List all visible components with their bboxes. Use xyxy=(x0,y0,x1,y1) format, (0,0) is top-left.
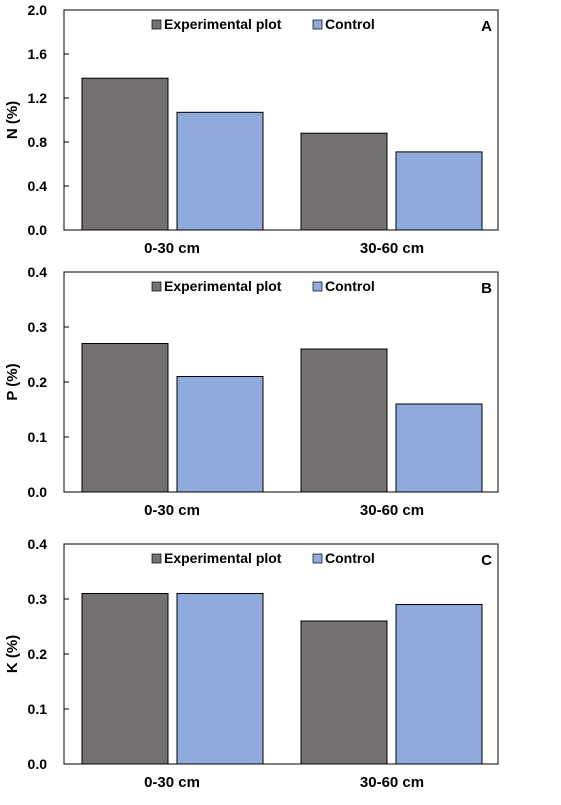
x-tick-label: 0-30 cm xyxy=(144,502,200,519)
bar-control-0 xyxy=(176,376,264,493)
x-tick-label: 30-60 cm xyxy=(360,240,424,257)
bar-control-0 xyxy=(176,593,264,765)
y-tick-label: 0.2 xyxy=(28,646,48,662)
bar-control-1 xyxy=(395,403,483,493)
bar-control-1 xyxy=(395,151,483,231)
legend-label: Experimental plot xyxy=(164,278,282,294)
bar-control-0 xyxy=(176,111,264,231)
legend-label: Control xyxy=(325,278,375,294)
y-tick-label: 0.0 xyxy=(28,222,48,238)
bar-experimental-0 xyxy=(81,77,169,231)
chart-panel-b: 0.0 0.1 0.2 0.3 0.4 0-30 cm 30-60 cm P (%) B Expe… xyxy=(4,264,499,519)
y-axis-label: N (%) xyxy=(4,101,21,139)
y-tick-label: 0.3 xyxy=(28,591,48,607)
bar-control-1 xyxy=(395,604,483,765)
legend-swatch-control xyxy=(312,19,323,30)
bar-experimental-1 xyxy=(300,348,388,493)
plot-frame xyxy=(63,9,499,231)
y-tick-label: 1.6 xyxy=(28,46,48,62)
y-tick-label: 0.4 xyxy=(28,178,48,194)
legend-swatch-experimental xyxy=(151,553,162,564)
y-tick-label: 0.4 xyxy=(28,536,48,552)
bar-experimental-0 xyxy=(81,343,169,493)
y-tick-label: 0.2 xyxy=(28,374,48,390)
chart-panel-c: 0.0 0.1 0.2 0.3 0.4 0-30 cm 30-60 cm K (%) C Expe… xyxy=(4,536,499,791)
y-tick-label: 0.0 xyxy=(28,484,48,500)
legend-swatch-experimental xyxy=(151,19,162,30)
bar-experimental-1 xyxy=(300,620,388,765)
legend-swatch-control xyxy=(312,553,323,564)
legend-label: Control xyxy=(325,550,375,566)
bar-experimental-0 xyxy=(81,593,169,765)
x-tick-label: 30-60 cm xyxy=(360,774,424,791)
bar-experimental-1 xyxy=(300,132,388,231)
panel-label: A xyxy=(481,18,492,35)
y-tick-label: 0.1 xyxy=(28,429,48,445)
y-axis-label: P (%) xyxy=(4,363,21,400)
y-tick-label: 0.8 xyxy=(28,134,48,150)
x-tick-label: 0-30 cm xyxy=(144,240,200,257)
legend-label: Control xyxy=(325,16,375,32)
y-tick-label: 1.2 xyxy=(28,90,48,106)
y-tick-label: 0.3 xyxy=(28,319,48,335)
legend-label: Experimental plot xyxy=(164,16,282,32)
y-tick-label: 0.1 xyxy=(28,701,48,717)
legend-swatch-control xyxy=(312,281,323,292)
x-tick-label: 0-30 cm xyxy=(144,774,200,791)
panel-label: B xyxy=(481,280,492,297)
legend-swatch-experimental xyxy=(151,281,162,292)
panel-label: C xyxy=(481,552,492,569)
legend: Experimental plot Control xyxy=(151,16,375,32)
chart-panel-a: 0.0 0.4 0.8 1.2 1.6 2.0 0-30 cm 30-60 cm N (%) A E… xyxy=(4,2,499,257)
y-tick-label: 2.0 xyxy=(28,2,48,18)
y-tick-label: 0.0 xyxy=(28,756,48,772)
x-tick-label: 30-60 cm xyxy=(360,502,424,519)
legend: Experimental plot Control xyxy=(151,550,375,566)
legend: Experimental plot Control xyxy=(151,278,375,294)
y-tick-label: 0.4 xyxy=(28,264,48,280)
legend-label: Experimental plot xyxy=(164,550,282,566)
y-axis-label: K (%) xyxy=(4,635,21,673)
